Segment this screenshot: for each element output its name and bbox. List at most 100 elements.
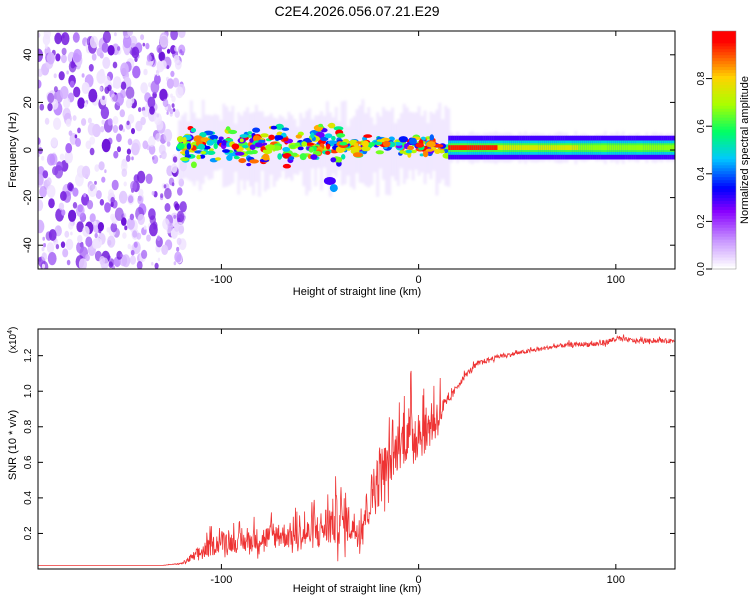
colorbar-segment [712, 221, 736, 225]
signal-blob [304, 142, 315, 146]
noise-blob [102, 56, 111, 69]
steady-band-segment [537, 145, 540, 150]
noise-blob [70, 231, 73, 236]
signal-blob [425, 148, 434, 152]
noise-blob [43, 31, 51, 40]
colorbar-tick-label: 0.6 [696, 119, 707, 133]
noise-blob [47, 252, 57, 266]
noise-blob [173, 214, 177, 219]
noise-blob [44, 44, 48, 49]
noise-blob [81, 118, 87, 126]
signal-blob [190, 161, 197, 169]
bottom-y-tick-label: 0.6 [23, 455, 34, 469]
noise-blob [176, 210, 185, 223]
noise-blob [101, 119, 105, 125]
noise-blob [157, 257, 161, 262]
halo-band [370, 117, 374, 186]
colorbar-segment [712, 99, 736, 103]
signal-blob [228, 152, 236, 157]
noise-blob [88, 88, 98, 103]
noise-blob [122, 35, 132, 49]
noise-blob [73, 86, 81, 98]
noise-blob [163, 184, 167, 189]
noise-blob [159, 34, 169, 48]
steady-band-segment [466, 145, 469, 150]
signal-blob [361, 146, 371, 152]
noise-blob [126, 120, 130, 126]
colorbar-segment [712, 173, 736, 178]
steady-band-segment [497, 145, 500, 150]
colorbar-segment [712, 170, 736, 175]
colorbar-segment [712, 31, 736, 35]
steady-band-segment [631, 145, 634, 150]
noise-blob [38, 219, 45, 234]
halo-band [388, 111, 392, 196]
noise-blob [169, 108, 174, 115]
colorbar-segment [712, 158, 736, 163]
noise-blob [51, 137, 58, 147]
colorbar-segment [712, 257, 736, 261]
signal-blob [295, 134, 302, 139]
colorbar-ticks: 0.0 0.2 0.4 0.6 0.8 [696, 71, 712, 276]
bottom-y-tick-label: 0.4 [23, 491, 34, 505]
steady-band-segment [665, 145, 668, 150]
bottom-y-tick-label: 1.0 [23, 384, 34, 398]
steady-band-segment [619, 145, 622, 150]
signal-blob [434, 148, 441, 154]
halo-band [281, 116, 285, 171]
signal-blob [297, 146, 304, 151]
noise-blob [174, 46, 178, 52]
steady-band-segment [582, 145, 585, 150]
signal-blob [282, 137, 289, 142]
steady-band-segment [659, 145, 662, 150]
signal-blob [265, 144, 275, 151]
noise-blob [58, 71, 65, 81]
noise-blob [127, 114, 135, 124]
noise-blob [87, 117, 92, 124]
snr-frame [37, 328, 676, 570]
steady-band-segment [671, 145, 674, 150]
noise-blob [121, 168, 128, 177]
steady-band-segment [556, 145, 559, 150]
steady-band-segment [663, 145, 666, 150]
noise-blob [166, 65, 170, 70]
halo-band [376, 112, 380, 197]
steady-band-segment [481, 145, 484, 150]
noise-blob [95, 190, 102, 200]
noise-blob [170, 70, 175, 77]
steady-band-segment [517, 145, 520, 150]
steady-band-segment [467, 145, 471, 150]
noise-blob [67, 182, 73, 191]
noise-blob [108, 261, 114, 269]
noise-blob [70, 61, 76, 69]
noise-blob [160, 193, 164, 199]
steady-band-segment [529, 145, 532, 150]
colorbar-segment [712, 218, 736, 222]
steady-band-segment [590, 145, 593, 150]
noise-blob [118, 190, 128, 204]
noise-blob [85, 254, 90, 262]
noise-blob [179, 201, 187, 213]
noise-blob [38, 32, 41, 38]
steady-band-segment [558, 145, 561, 150]
signal-blob [291, 152, 298, 157]
noise-blob [78, 258, 87, 269]
noise-blob [68, 209, 77, 222]
steady-band-segment [651, 145, 654, 150]
colorbar-segment [712, 120, 736, 124]
noise-blob [48, 198, 55, 209]
noise-blob [94, 180, 97, 185]
steady-band-segment [580, 145, 583, 150]
signal-blob [258, 139, 266, 143]
signal-blob [239, 134, 249, 138]
colorbar-segment [712, 78, 736, 82]
noise-blob [129, 255, 136, 265]
noise-blob [60, 32, 70, 46]
steady-band-segment [673, 145, 675, 150]
colorbar-segment [712, 242, 736, 246]
noise-blob [75, 137, 81, 147]
spectrogram-panel: -100 0 100 40 20 0 -20 -40 Height of straight … [7, 30, 676, 298]
top-y-axis-label: Frequency (Hz) [7, 112, 19, 188]
noise-blob [81, 73, 85, 78]
noise-blob [148, 135, 156, 147]
